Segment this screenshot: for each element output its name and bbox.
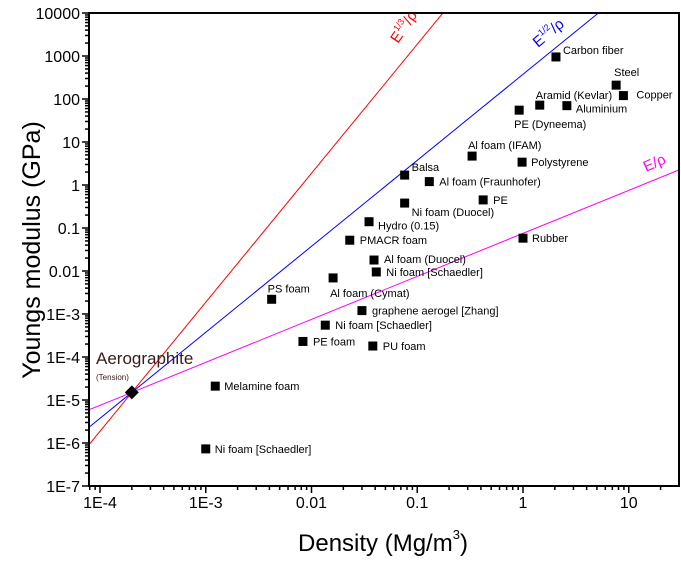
data-point-label: PE: [493, 195, 508, 207]
x-tick-label: 0.01: [296, 495, 327, 512]
data-point-label: Al foam (Fraunhofer): [439, 177, 540, 189]
data-point: [368, 341, 378, 351]
x-axis-title: Density (Mg/m3): [298, 527, 468, 557]
x-tick-label: 1E-3: [189, 495, 223, 512]
guide-line: [89, 13, 444, 446]
data-point: [424, 177, 434, 187]
data-point: [320, 320, 330, 330]
y-axis-title: Youngs modulus (GPa): [18, 121, 46, 379]
data-point-label: PMACR foam: [360, 235, 427, 247]
data-point: [611, 80, 621, 90]
data-point-label: graphene aerogel [Zhang]: [372, 306, 499, 318]
data-point: [298, 336, 308, 346]
data-point: [400, 170, 410, 180]
y-tick-label: 0.1: [58, 221, 80, 238]
data-point: [551, 52, 561, 62]
y-tick-label: 0.01: [49, 264, 80, 281]
data-point: [518, 233, 528, 243]
plot-frame: [88, 12, 680, 487]
data-point-label: Steel: [614, 67, 639, 79]
data-point: [201, 444, 211, 454]
data-point: [357, 306, 367, 316]
data-point: [210, 381, 220, 391]
data-point-label: Ni foam (Duocel): [412, 207, 495, 219]
data-point-label: Aramid (Kevlar): [536, 90, 612, 102]
y-tick-label: 1E-6: [46, 436, 80, 453]
data-point-label: Al foam (Cymat): [330, 288, 409, 300]
y-tick-label: 10: [62, 135, 80, 152]
data-point: [345, 235, 355, 245]
aerographite-label: Aerographite: [96, 349, 193, 368]
data-point-label: Al foam (IFAM): [468, 140, 541, 152]
data-point-label: Rubber: [532, 233, 568, 245]
data-point: [328, 273, 338, 283]
guide-line: [89, 169, 679, 411]
data-point: [371, 267, 381, 277]
data-point-label: Melamine foam: [224, 381, 299, 393]
x-tick-label: 1: [519, 495, 528, 512]
data-point: [618, 91, 628, 101]
x-tick-label: 1E-4: [83, 495, 117, 512]
data-point: [478, 195, 488, 205]
data-point-label: PE foam: [313, 336, 355, 348]
guide-label-base: E/ρ: [641, 151, 669, 176]
data-point-label: PE (Dyneema): [514, 119, 586, 131]
data-point: [267, 294, 277, 304]
data-point-label: Carbon fiber: [563, 45, 624, 57]
y-tick-label: 1000: [44, 49, 80, 66]
y-tick-label: 1E-7: [46, 479, 80, 496]
y-tick-label: 1: [71, 178, 80, 195]
data-point: [364, 217, 374, 227]
y-tick-label: 1E-5: [46, 393, 80, 410]
guide-line-label: E/ρ: [641, 151, 669, 176]
data-point-label: Ni foam [Schaedler]: [386, 267, 483, 279]
data-point: [400, 198, 410, 208]
y-tick-label: 1E-4: [46, 350, 80, 367]
y-tick-label: 100: [53, 92, 80, 109]
data-point-label: Ni foam [Schaedler]: [215, 444, 312, 456]
data-point: [467, 151, 477, 161]
y-tick-label: 1E-3: [46, 307, 80, 324]
data-point: [562, 101, 572, 111]
data-point: [535, 100, 545, 110]
data-point: [514, 105, 524, 115]
aerographite-sublabel: (Tension): [96, 373, 129, 382]
data-point-label: Ni foam [Schaedler]: [335, 320, 432, 332]
aerographite-point: [124, 385, 139, 400]
guide-label-end: /ρ: [547, 15, 568, 36]
data-point-label: Hydro (0.15): [378, 221, 439, 233]
y-tick-label: 10000: [36, 6, 81, 23]
x-tick-label: 0.1: [406, 495, 428, 512]
data-point: [369, 255, 379, 265]
data-point-label: Al foam (Duocel): [384, 254, 466, 266]
data-point-label: Polystyrene: [531, 157, 588, 169]
guide-line: [89, 13, 600, 428]
data-point-label: Copper: [636, 90, 672, 102]
data-point-label: PS foam: [268, 283, 310, 295]
data-point-label: Aluminium: [576, 104, 627, 116]
x-tick-label: 10: [620, 495, 638, 512]
data-point: [517, 157, 527, 167]
data-point-label: PU foam: [383, 341, 426, 353]
guide-line-label: E1/2/ρ: [528, 14, 567, 51]
data-point-label: Balsa: [412, 162, 440, 174]
